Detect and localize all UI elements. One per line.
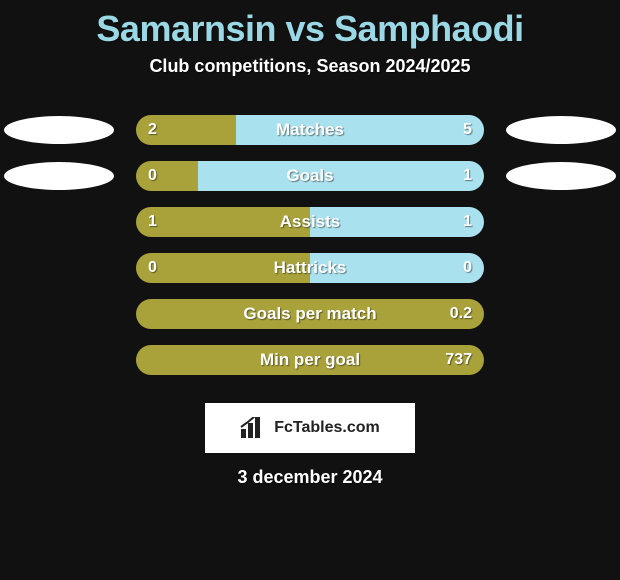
source-badge: FcTables.com — [205, 403, 415, 453]
date-text: 3 december 2024 — [0, 467, 620, 488]
player-ellipse-left — [4, 162, 114, 190]
bar-segment-left — [136, 161, 198, 191]
stat-bar: Min per goal 737 — [136, 345, 484, 375]
stat-bar: Hattricks 0 0 — [136, 253, 484, 283]
bar-label: Hattricks — [274, 258, 347, 278]
player-ellipse-left — [4, 116, 114, 144]
bar-label: Min per goal — [260, 350, 360, 370]
bar-value-right: 5 — [463, 121, 472, 139]
stat-bar: Assists 1 1 — [136, 207, 484, 237]
bar-segment-right — [198, 161, 484, 191]
stat-row: Assists 1 1 — [0, 199, 620, 245]
stat-bar: Goals per match 0.2 — [136, 299, 484, 329]
bar-label: Goals per match — [243, 304, 376, 324]
stat-row: Matches 2 5 — [0, 107, 620, 153]
stat-bar: Matches 2 5 — [136, 115, 484, 145]
bar-label: Goals — [286, 166, 333, 186]
bar-value-left: 0 — [148, 259, 157, 277]
bars-icon — [240, 417, 266, 439]
infographic-root: Samarnsin vs Samphaodi Club competitions… — [0, 0, 620, 580]
bar-value-right: 1 — [463, 167, 472, 185]
bar-label: Assists — [280, 212, 340, 232]
player-ellipse-right — [506, 162, 616, 190]
bar-value-right: 0.2 — [450, 305, 472, 323]
bars-container: Matches25Goals01Assists11Hattricks00Goal… — [0, 107, 620, 383]
bar-value-left: 1 — [148, 213, 157, 231]
bar-segment-right — [236, 115, 484, 145]
stat-row: Goals per match 0.2 — [0, 291, 620, 337]
subtitle: Club competitions, Season 2024/2025 — [0, 56, 620, 77]
bar-label: Matches — [276, 120, 344, 140]
stat-row: Hattricks 0 0 — [0, 245, 620, 291]
stat-row: Goals 0 1 — [0, 153, 620, 199]
player-ellipse-right — [506, 116, 616, 144]
bar-value-right: 0 — [463, 259, 472, 277]
page-title: Samarnsin vs Samphaodi — [0, 0, 620, 50]
bar-value-right: 737 — [445, 351, 472, 369]
stat-bar: Goals 0 1 — [136, 161, 484, 191]
bar-value-left: 0 — [148, 167, 157, 185]
bar-value-right: 1 — [463, 213, 472, 231]
bar-value-left: 2 — [148, 121, 157, 139]
stat-row: Min per goal 737 — [0, 337, 620, 383]
badge-text: FcTables.com — [274, 419, 380, 437]
